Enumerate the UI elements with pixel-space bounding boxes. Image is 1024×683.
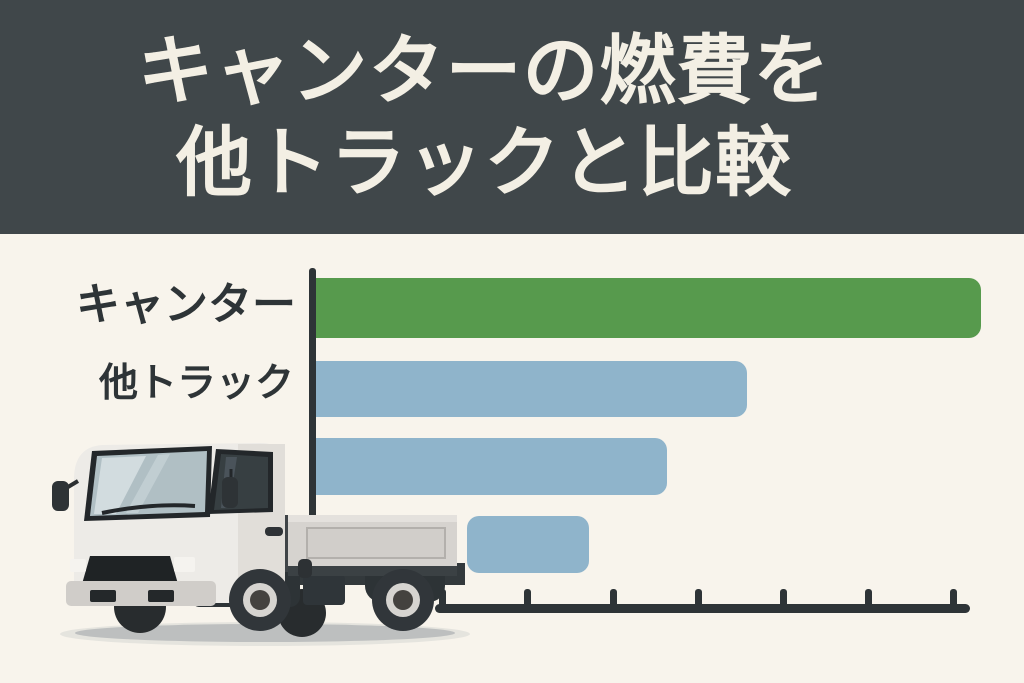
bed-latch (298, 559, 312, 578)
door-handle (265, 527, 283, 536)
x-axis-tick-6 (950, 589, 957, 613)
bar-other-truck-2 (316, 438, 667, 495)
header-band: キャンターの燃費を 他トラックと比較 (0, 0, 1024, 234)
x-axis-line (435, 604, 970, 613)
bar-canter (316, 278, 981, 338)
x-axis-tick-1 (524, 589, 531, 613)
row-label-canter: キャンター (76, 279, 296, 330)
y-axis-line (309, 268, 316, 575)
left-mirror (52, 481, 69, 511)
bed-panel (306, 527, 446, 559)
truck-illustration (52, 443, 470, 646)
grille (82, 556, 178, 584)
page-title-line-2: 他トラックと比較 (176, 118, 792, 207)
row-label-other-trucks: 他トラック (98, 361, 294, 406)
door-mirror (222, 477, 238, 508)
bar-other-truck-3 (467, 516, 589, 573)
headlight-right (174, 557, 195, 572)
x-axis-tick-3 (695, 589, 702, 613)
bar-other-truck-1 (316, 361, 747, 417)
page-title-line-1: キャンターの燃費を (137, 26, 831, 115)
x-axis-tick-0 (439, 589, 446, 613)
x-axis-tick-5 (865, 589, 872, 613)
headlight-left (70, 559, 86, 572)
wiper (101, 503, 196, 515)
fuel-tank (303, 575, 345, 605)
x-axis-tick-4 (780, 589, 787, 613)
bumper (66, 581, 216, 606)
front-wheel (229, 569, 291, 631)
x-axis-tick-2 (610, 589, 617, 613)
rear-wheel (372, 569, 434, 631)
